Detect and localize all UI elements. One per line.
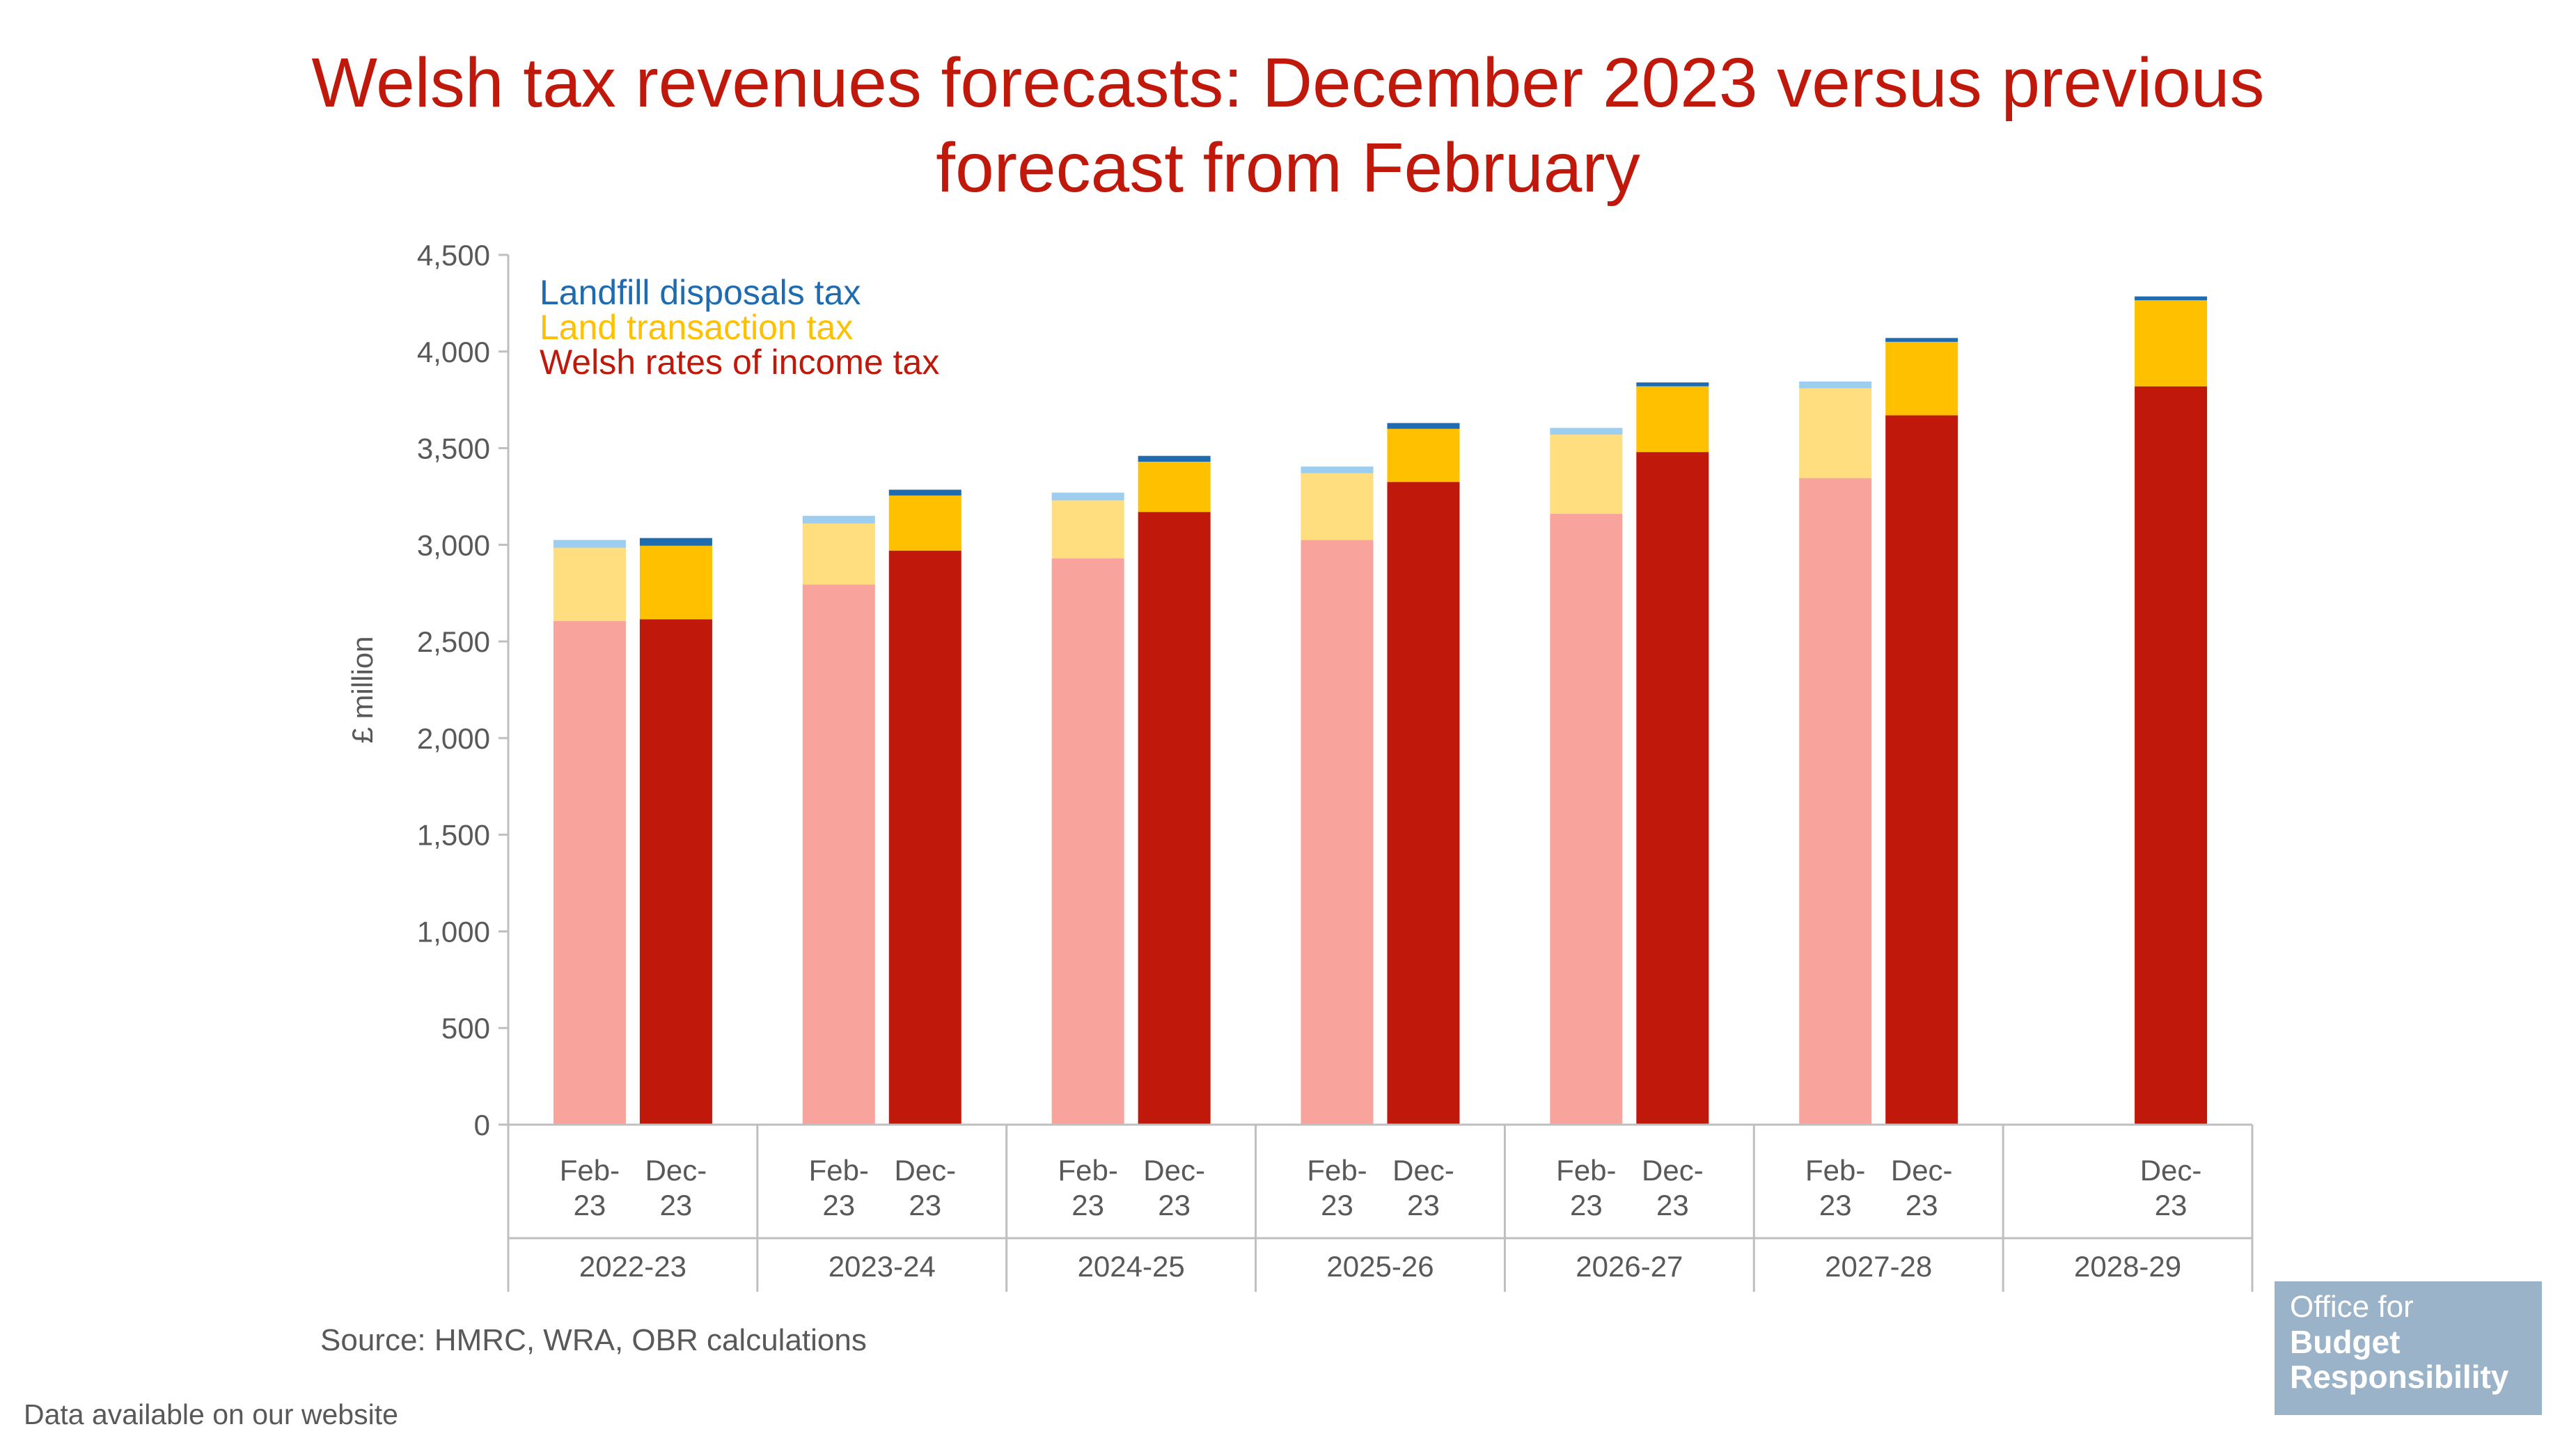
- bar-2022-23-Dec-23-income: [639, 619, 712, 1125]
- bar-2022-23-Feb-23-ltt: [553, 547, 626, 621]
- x-tick-label-top: Dec-: [1143, 1154, 1205, 1187]
- bar-2025-26-Feb-23-ldt: [1301, 466, 1374, 474]
- chart-title: Welsh tax revenues forecasts: December 2…: [0, 40, 2576, 210]
- bar-2027-28-Dec-23-ldt: [1885, 338, 1958, 342]
- bar-2027-28-Feb-23-ldt: [1799, 381, 1872, 389]
- chart-title-line2: forecast from February: [936, 129, 1640, 207]
- x-tick-label-bottom: 23: [2155, 1189, 2188, 1221]
- logo-line1: Office for: [2290, 1290, 2414, 1324]
- bar-2024-25-Dec-23-ltt: [1138, 461, 1211, 513]
- y-tick-label: 3,500: [417, 432, 490, 465]
- x-tick-label-top: Feb-: [809, 1154, 869, 1187]
- y-tick-label: 1,500: [417, 819, 490, 852]
- x-tick-label-top: Dec-: [1891, 1154, 1953, 1187]
- x-tick-label-bottom: 23: [1656, 1189, 1689, 1221]
- bar-2027-28-Dec-23-ltt: [1885, 341, 1958, 416]
- chart-title-line1: Welsh tax revenues forecasts: December 2…: [311, 44, 2265, 122]
- bar-2022-23-Dec-23-ldt: [639, 538, 712, 546]
- x-tick-label-bottom: 23: [1158, 1189, 1191, 1221]
- bar-2027-28-Feb-23-ltt: [1799, 388, 1872, 478]
- x-group-label: 2022-23: [579, 1250, 686, 1283]
- bar-2025-26-Feb-23-ltt: [1301, 473, 1374, 540]
- x-group-label: 2028-29: [2074, 1250, 2181, 1283]
- bar-2022-23-Feb-23-income: [553, 620, 626, 1125]
- bar-2023-24-Dec-23-ltt: [888, 495, 961, 551]
- bar-2023-24-Feb-23-ltt: [802, 523, 875, 585]
- bar-2026-27-Dec-23-ltt: [1636, 386, 1709, 453]
- bar-2023-24-Dec-23-income: [888, 550, 961, 1125]
- x-tick-label-top: Dec-: [2140, 1154, 2202, 1187]
- x-tick-label-top: Dec-: [645, 1154, 707, 1187]
- x-tick-label-bottom: 23: [1570, 1189, 1603, 1221]
- x-group-label: 2024-25: [1078, 1250, 1185, 1283]
- x-tick-label-top: Feb-: [1556, 1154, 1616, 1187]
- x-tick-label-top: Feb-: [1307, 1154, 1367, 1187]
- bar-2025-26-Dec-23-ldt: [1387, 423, 1460, 429]
- bar-2028-29-Dec-23-ltt: [2135, 300, 2208, 386]
- bar-2023-24-Feb-23-ldt: [802, 515, 875, 524]
- logo-line2: Budget: [2290, 1324, 2401, 1360]
- bar-2025-26-Dec-23-ltt: [1387, 428, 1460, 483]
- x-tick-label-top: Feb-: [560, 1154, 620, 1187]
- bar-2023-24-Dec-23-ldt: [888, 490, 961, 496]
- bar-2028-29-Dec-23-income: [2135, 386, 2208, 1125]
- legend-entry: Welsh rates of income tax: [540, 343, 939, 382]
- x-tick-label-bottom: 23: [822, 1189, 855, 1221]
- bar-2026-27-Feb-23-income: [1550, 513, 1623, 1125]
- obr-logo: Office for Budget Responsibility: [2275, 1281, 2542, 1415]
- x-tick-label-top: Feb-: [1805, 1154, 1865, 1187]
- bar-2026-27-Feb-23-ltt: [1550, 435, 1623, 514]
- bar-2024-25-Dec-23-ldt: [1138, 455, 1211, 462]
- x-tick-label-bottom: 23: [1906, 1189, 1938, 1221]
- x-tick-label-top: Dec-: [894, 1154, 956, 1187]
- y-tick-label: 4,000: [417, 336, 490, 368]
- bar-2024-25-Feb-23-ldt: [1051, 492, 1124, 501]
- x-group-label: 2026-27: [1576, 1250, 1683, 1283]
- bar-2023-24-Feb-23-income: [802, 584, 875, 1125]
- legend-entry: Land transaction tax: [540, 308, 853, 347]
- y-tick-label: 2,000: [417, 722, 490, 755]
- logo-line3: Responsibility: [2290, 1359, 2509, 1395]
- bar-2025-26-Feb-23-income: [1301, 540, 1374, 1125]
- bar-2026-27-Feb-23-ldt: [1550, 428, 1623, 435]
- x-tick-label-top: Feb-: [1058, 1154, 1117, 1187]
- bar-2028-29-Dec-23-ldt: [2135, 296, 2208, 301]
- y-tick-label: 500: [441, 1012, 490, 1045]
- source-note: Source: HMRC, WRA, OBR calculations: [320, 1323, 867, 1357]
- bar-2024-25-Feb-23-ltt: [1051, 500, 1124, 559]
- x-tick-label-top: Dec-: [1392, 1154, 1454, 1187]
- y-tick-label: 2,500: [417, 625, 490, 658]
- bar-2026-27-Dec-23-ldt: [1636, 382, 1709, 386]
- x-tick-label-bottom: 23: [574, 1189, 606, 1221]
- bar-2026-27-Dec-23-income: [1636, 452, 1709, 1125]
- y-tick-label: 4,500: [417, 239, 490, 272]
- x-group-label: 2025-26: [1326, 1250, 1434, 1283]
- bar-2025-26-Dec-23-income: [1387, 482, 1460, 1125]
- bar-2024-25-Dec-23-income: [1138, 512, 1211, 1125]
- y-tick-label: 1,000: [417, 915, 490, 948]
- x-tick-label-top: Dec-: [1642, 1154, 1704, 1187]
- bar-2024-25-Feb-23-income: [1051, 558, 1124, 1125]
- x-tick-label-bottom: 23: [1407, 1189, 1440, 1221]
- bar-2022-23-Feb-23-ldt: [553, 540, 626, 548]
- x-group-label: 2027-28: [1825, 1250, 1932, 1283]
- x-group-label: 2023-24: [828, 1250, 936, 1283]
- x-tick-label-bottom: 23: [1321, 1189, 1353, 1221]
- x-tick-label-bottom: 23: [1071, 1189, 1104, 1221]
- legend-entry: Landfill disposals tax: [540, 273, 861, 312]
- bar-2022-23-Dec-23-ltt: [639, 545, 712, 620]
- x-tick-label-bottom: 23: [660, 1189, 693, 1221]
- bar-2027-28-Feb-23-income: [1799, 478, 1872, 1125]
- x-tick-label-bottom: 23: [909, 1189, 941, 1221]
- y-tick-label: 0: [474, 1109, 490, 1141]
- y-axis-label: £ million: [346, 636, 379, 743]
- x-tick-label-bottom: 23: [1819, 1189, 1852, 1221]
- y-tick-label: 3,000: [417, 529, 490, 561]
- bar-2027-28-Dec-23-income: [1885, 415, 1958, 1125]
- website-note[interactable]: Data available on our website: [24, 1398, 398, 1430]
